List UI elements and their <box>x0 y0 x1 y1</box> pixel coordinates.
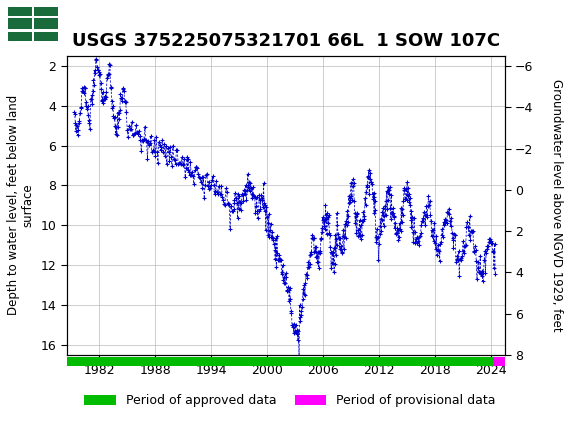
Bar <box>5 3 60 42</box>
Bar <box>8 18 32 29</box>
Y-axis label: Depth to water level, feet below land
surface: Depth to water level, feet below land su… <box>7 95 35 316</box>
Legend: Period of approved data, Period of provisional data: Period of approved data, Period of provi… <box>79 390 501 412</box>
Bar <box>34 7 58 16</box>
Text: USGS: USGS <box>67 11 139 34</box>
Bar <box>34 18 58 29</box>
Bar <box>8 7 32 16</box>
Title: USGS 375225075321701 66L  1 SOW 107C: USGS 375225075321701 66L 1 SOW 107C <box>71 32 500 50</box>
Bar <box>494 357 505 366</box>
Bar <box>34 32 58 41</box>
Bar <box>8 32 32 41</box>
Y-axis label: Groundwater level above NGVD 1929, feet: Groundwater level above NGVD 1929, feet <box>550 79 563 332</box>
